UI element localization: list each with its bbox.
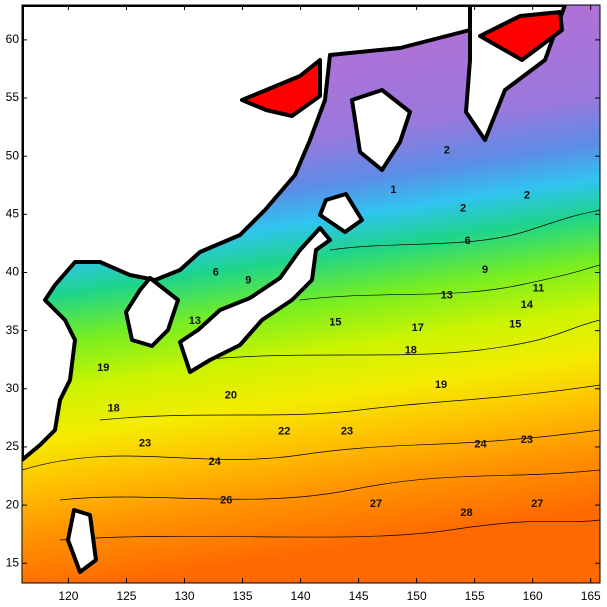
contour-label: 13 xyxy=(189,315,201,327)
contour-label: 23 xyxy=(341,426,353,438)
contour-label: 18 xyxy=(405,344,417,356)
x-tick-label: 150 xyxy=(407,589,427,603)
y-tick-label: 40 xyxy=(6,265,20,279)
masked-area xyxy=(478,10,564,62)
honshu xyxy=(178,226,332,374)
contour-label: 24 xyxy=(474,439,487,451)
contour-label: 2 xyxy=(524,190,530,202)
contour-label: 28 xyxy=(460,507,472,519)
x-tick-label: 160 xyxy=(523,589,543,603)
y-tick-label: 15 xyxy=(6,555,20,569)
korea xyxy=(124,276,180,348)
contour-label: 6 xyxy=(213,266,219,278)
y-tick-label: 25 xyxy=(6,439,20,453)
x-tick-label: 145 xyxy=(349,589,369,603)
x-tick-label: 135 xyxy=(233,589,253,603)
contour-line xyxy=(299,264,600,301)
plot-frame xyxy=(21,4,601,584)
contour-label: 24 xyxy=(209,456,222,468)
contour-label: 14 xyxy=(521,299,534,311)
contour-label: 15 xyxy=(329,316,341,328)
plot-area xyxy=(22,5,600,583)
contour-label: 9 xyxy=(245,275,251,287)
contour-label: 15 xyxy=(509,319,521,331)
contour-label: 2 xyxy=(444,144,450,156)
contour-label: 20 xyxy=(225,390,237,402)
contour-label: 1 xyxy=(390,184,396,196)
contour-label: 19 xyxy=(435,379,447,391)
contour-label: 13 xyxy=(441,290,453,302)
contour-label: 17 xyxy=(412,322,424,334)
y-tick-label: 45 xyxy=(6,207,20,221)
hokkaido xyxy=(318,192,364,234)
y-tick-label: 50 xyxy=(6,148,20,162)
contour-line xyxy=(22,429,600,471)
contour-label: 2 xyxy=(460,202,466,214)
y-tick-label: 55 xyxy=(6,90,20,104)
contour-label: 6 xyxy=(465,235,471,247)
no-data-area xyxy=(350,88,412,172)
contour-label: 22 xyxy=(278,426,290,438)
y-tick-label: 60 xyxy=(6,32,20,46)
y-tick-label: 35 xyxy=(6,323,20,337)
contour-label: 11 xyxy=(533,283,545,295)
x-tick-label: 120 xyxy=(58,589,78,603)
contour-label: 23 xyxy=(521,434,533,446)
contour-label: 27 xyxy=(370,498,382,510)
contour-label: 9 xyxy=(482,264,488,276)
masked-area xyxy=(240,58,322,118)
x-tick-label: 155 xyxy=(465,589,485,603)
contour-line xyxy=(59,469,600,501)
contour-line xyxy=(99,384,600,421)
contour-line xyxy=(199,319,600,361)
y-tick-label: 30 xyxy=(6,381,20,395)
contour-label: 26 xyxy=(220,494,232,506)
contour-label: 23 xyxy=(139,437,151,449)
contour-line xyxy=(59,519,600,541)
x-tick-label: 125 xyxy=(116,589,136,603)
x-tick-label: 130 xyxy=(174,589,194,603)
contours xyxy=(22,209,600,541)
x-tick-label: 140 xyxy=(291,589,311,603)
taiwan xyxy=(66,508,98,574)
contour-line xyxy=(329,209,600,251)
y-tick-label: 20 xyxy=(6,497,20,511)
x-tick-label: 165 xyxy=(581,589,601,603)
contour-label: 27 xyxy=(531,498,543,510)
mainland xyxy=(22,5,472,462)
contour-label: 19 xyxy=(97,362,109,374)
contour-label: 18 xyxy=(108,402,120,414)
